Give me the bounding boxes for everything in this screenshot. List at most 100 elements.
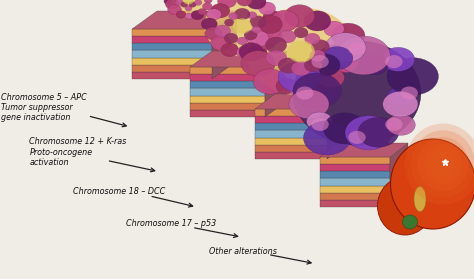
Ellipse shape: [185, 13, 193, 19]
Ellipse shape: [252, 26, 261, 33]
Ellipse shape: [345, 116, 392, 150]
Ellipse shape: [237, 0, 253, 6]
Ellipse shape: [305, 33, 320, 45]
Ellipse shape: [337, 36, 390, 75]
Ellipse shape: [259, 2, 275, 15]
Ellipse shape: [244, 30, 257, 40]
Ellipse shape: [278, 58, 299, 73]
Polygon shape: [255, 116, 327, 123]
Polygon shape: [255, 138, 327, 145]
Ellipse shape: [205, 27, 222, 40]
Ellipse shape: [382, 47, 415, 71]
Ellipse shape: [291, 61, 311, 76]
Ellipse shape: [385, 118, 402, 131]
Ellipse shape: [311, 118, 329, 131]
Ellipse shape: [214, 25, 231, 37]
Polygon shape: [190, 110, 265, 117]
Polygon shape: [132, 65, 212, 72]
Ellipse shape: [166, 0, 210, 18]
Ellipse shape: [258, 15, 283, 33]
Polygon shape: [132, 43, 212, 50]
Polygon shape: [132, 11, 237, 29]
Polygon shape: [190, 96, 265, 103]
Ellipse shape: [323, 113, 366, 144]
Ellipse shape: [303, 121, 351, 155]
Text: Chromosome 18 – DCC: Chromosome 18 – DCC: [73, 187, 166, 196]
Polygon shape: [390, 143, 408, 207]
Ellipse shape: [256, 35, 276, 50]
Ellipse shape: [263, 10, 280, 23]
Ellipse shape: [325, 33, 366, 62]
Ellipse shape: [318, 68, 345, 88]
Ellipse shape: [270, 10, 299, 32]
Ellipse shape: [293, 41, 421, 145]
Ellipse shape: [210, 35, 231, 50]
Polygon shape: [132, 36, 212, 43]
Polygon shape: [190, 103, 265, 110]
Ellipse shape: [164, 0, 173, 4]
Ellipse shape: [304, 11, 331, 31]
Ellipse shape: [377, 177, 432, 235]
Ellipse shape: [204, 0, 212, 3]
Ellipse shape: [224, 19, 234, 26]
Ellipse shape: [290, 80, 315, 99]
Ellipse shape: [287, 40, 315, 62]
Polygon shape: [255, 130, 327, 138]
Polygon shape: [320, 193, 390, 200]
Ellipse shape: [279, 30, 296, 43]
Ellipse shape: [311, 55, 329, 68]
Ellipse shape: [218, 0, 237, 8]
Text: Other alterations: Other alterations: [209, 247, 276, 256]
Ellipse shape: [360, 55, 388, 75]
Polygon shape: [212, 11, 237, 79]
Ellipse shape: [334, 54, 358, 73]
Polygon shape: [190, 81, 265, 88]
Polygon shape: [190, 51, 287, 67]
Ellipse shape: [311, 40, 329, 53]
Ellipse shape: [266, 50, 287, 66]
Ellipse shape: [265, 37, 287, 53]
Ellipse shape: [168, 4, 182, 15]
Ellipse shape: [294, 27, 308, 38]
Ellipse shape: [338, 42, 362, 60]
Ellipse shape: [302, 76, 329, 96]
Ellipse shape: [424, 144, 462, 184]
Ellipse shape: [309, 54, 340, 76]
Ellipse shape: [261, 19, 281, 33]
Ellipse shape: [237, 37, 247, 45]
Ellipse shape: [247, 0, 266, 9]
Ellipse shape: [296, 86, 313, 100]
Ellipse shape: [241, 51, 275, 76]
Polygon shape: [132, 72, 212, 79]
Ellipse shape: [385, 55, 402, 68]
Ellipse shape: [331, 23, 365, 48]
Ellipse shape: [411, 130, 474, 198]
Polygon shape: [255, 152, 327, 159]
Ellipse shape: [358, 117, 399, 147]
Ellipse shape: [194, 0, 202, 5]
Polygon shape: [320, 157, 390, 164]
Ellipse shape: [175, 0, 183, 6]
Ellipse shape: [383, 92, 418, 117]
Polygon shape: [255, 145, 327, 152]
Ellipse shape: [401, 86, 418, 100]
Ellipse shape: [276, 78, 297, 94]
Ellipse shape: [246, 30, 269, 47]
Ellipse shape: [202, 3, 212, 10]
Ellipse shape: [324, 21, 344, 37]
Ellipse shape: [189, 2, 196, 7]
Ellipse shape: [246, 8, 356, 95]
Ellipse shape: [414, 186, 426, 211]
Polygon shape: [320, 143, 408, 157]
Polygon shape: [255, 94, 347, 109]
Ellipse shape: [278, 61, 321, 93]
Ellipse shape: [207, 9, 221, 20]
Polygon shape: [320, 171, 390, 179]
Ellipse shape: [198, 9, 206, 15]
Polygon shape: [320, 164, 390, 171]
Ellipse shape: [201, 18, 218, 30]
Ellipse shape: [253, 69, 287, 94]
Ellipse shape: [181, 2, 188, 7]
Ellipse shape: [289, 90, 329, 119]
Polygon shape: [190, 88, 265, 96]
